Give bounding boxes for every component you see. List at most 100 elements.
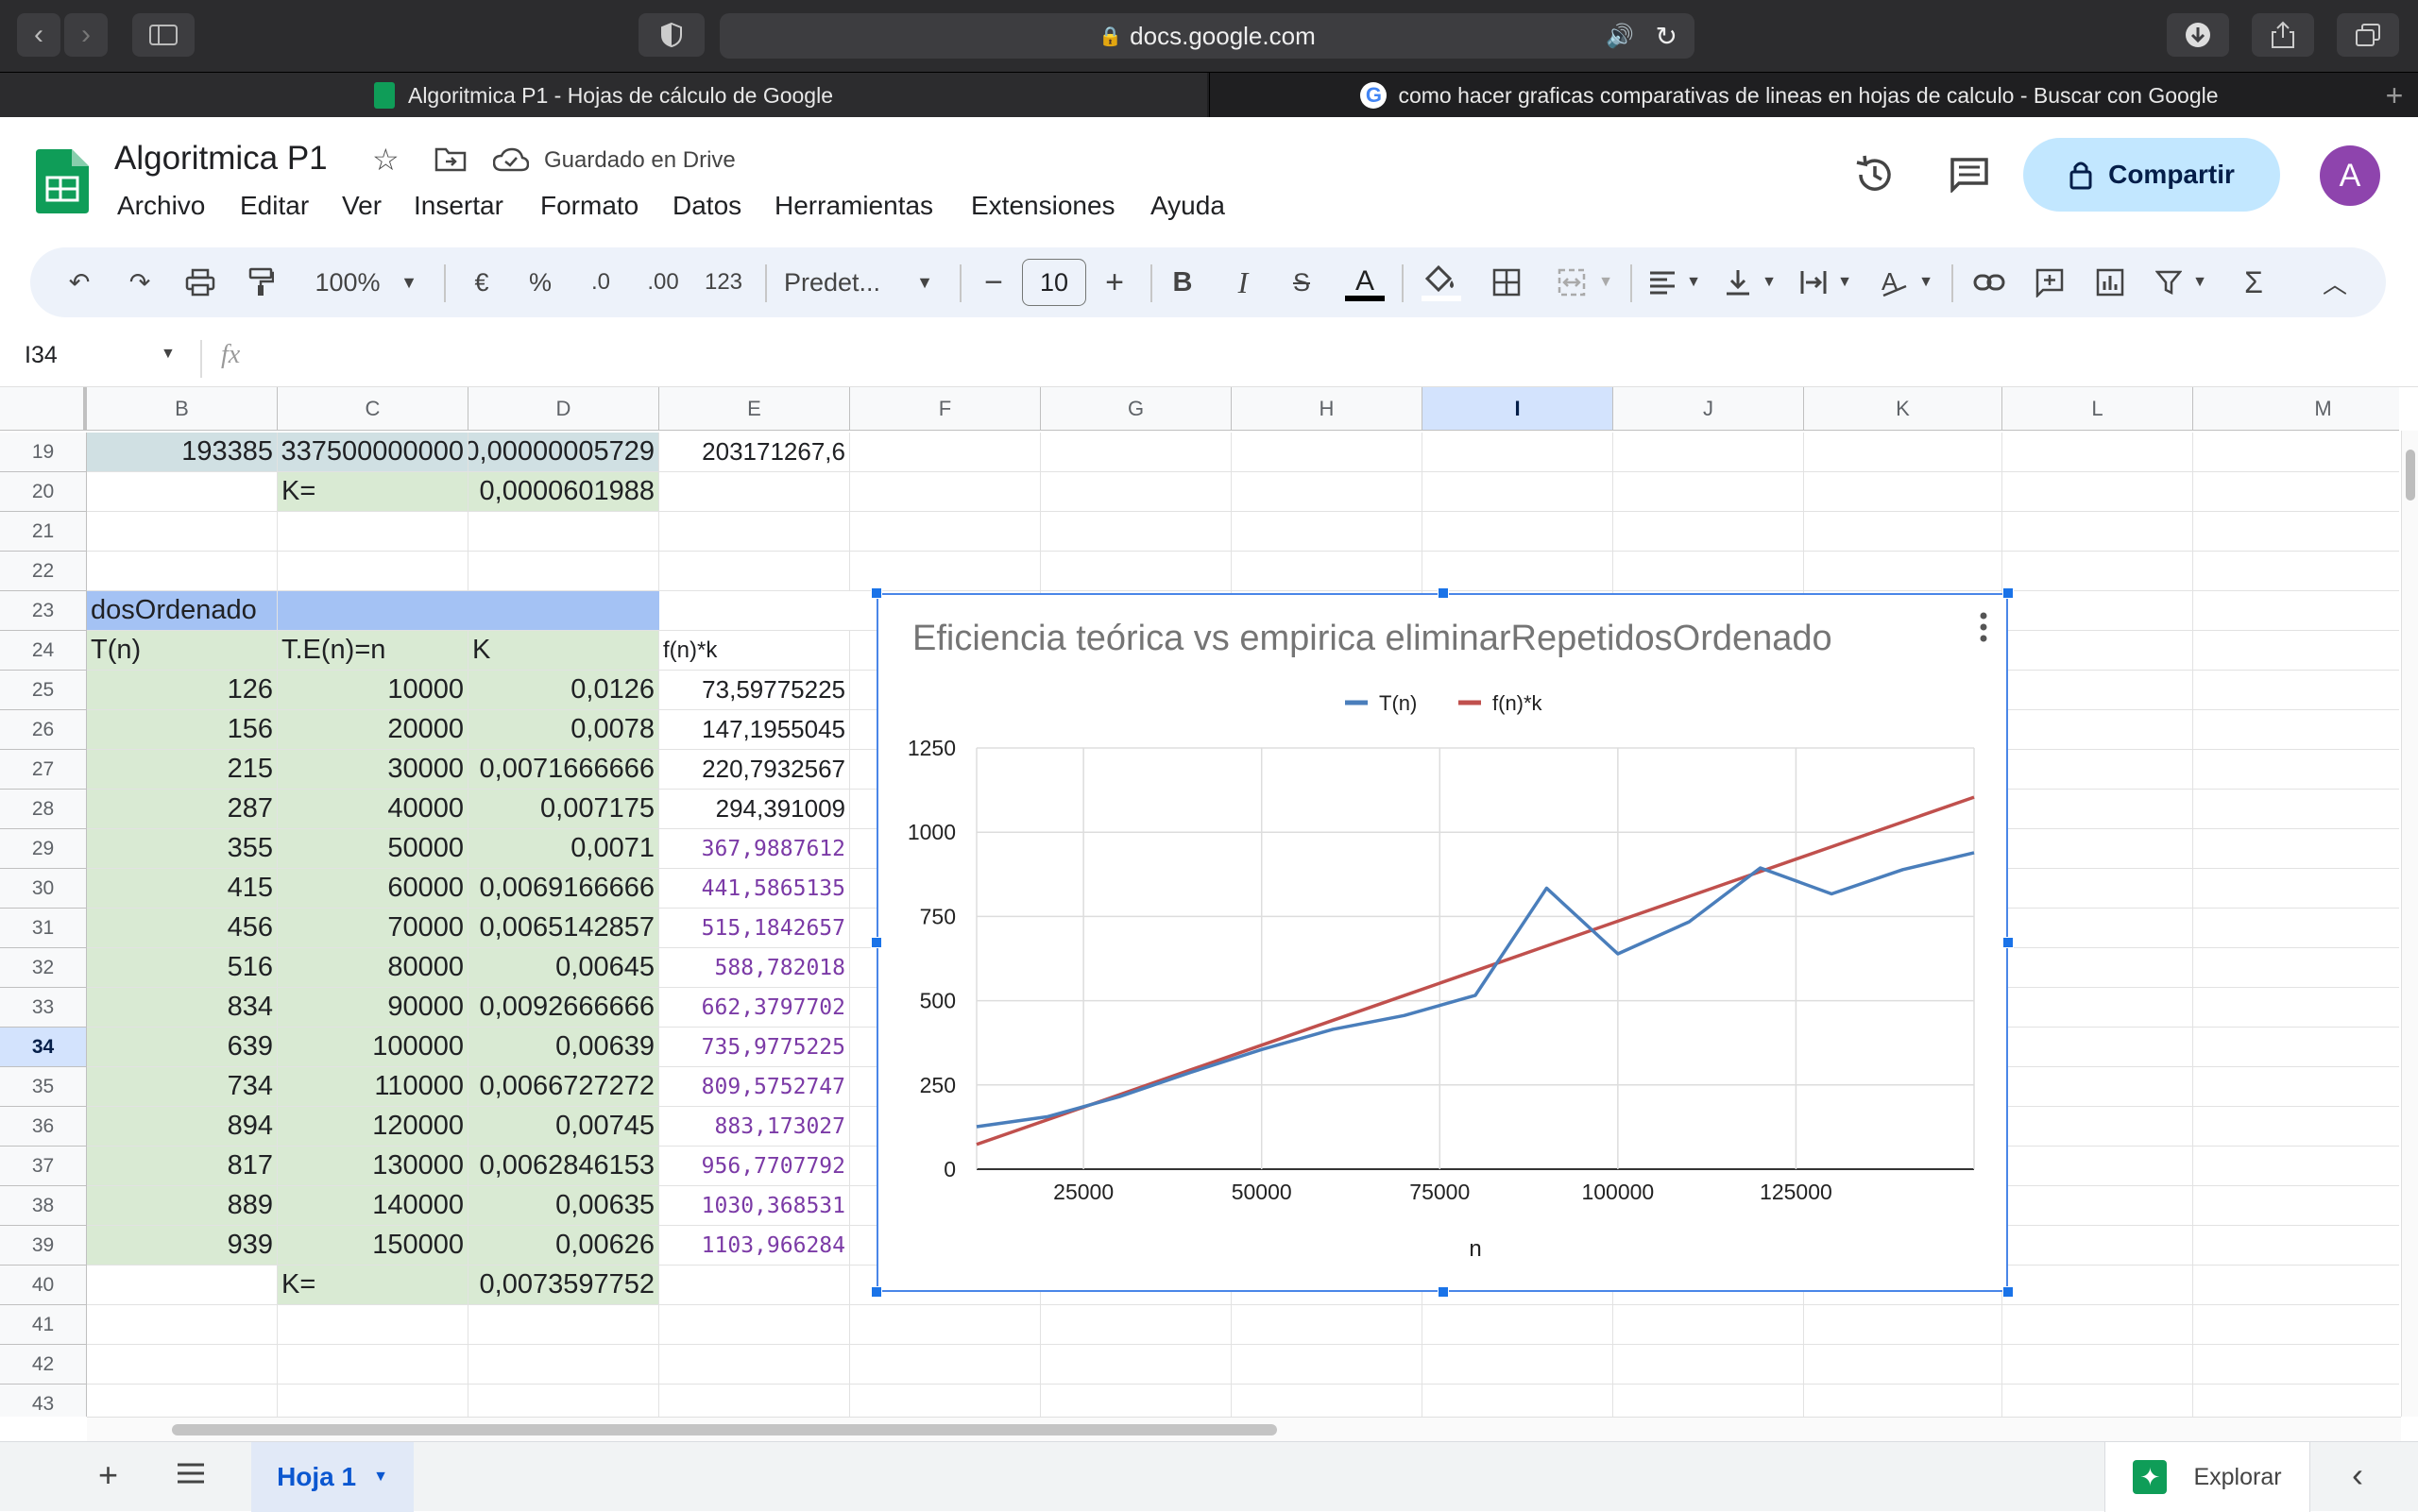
- cell-l34[interactable]: [2002, 1028, 2193, 1067]
- cell-b42[interactable]: [87, 1345, 278, 1385]
- cell-l29[interactable]: [2002, 829, 2193, 869]
- cell-e32[interactable]: 588,782018: [659, 948, 850, 988]
- tabs-overview-icon[interactable]: [2337, 13, 2399, 57]
- reload-icon[interactable]: ↻: [1656, 21, 1677, 52]
- cell-f20[interactable]: [850, 472, 1041, 512]
- text-color-icon[interactable]: A: [1343, 247, 1387, 317]
- cell-l41[interactable]: [2002, 1305, 2193, 1345]
- cell-e37[interactable]: 956,7707792: [659, 1147, 850, 1186]
- cell-c26[interactable]: 20000: [278, 710, 468, 750]
- cell-m32[interactable]: [2193, 948, 2399, 988]
- italic-button[interactable]: I: [1224, 247, 1262, 317]
- cell-c41[interactable]: [278, 1305, 468, 1345]
- column-header-m[interactable]: M: [2193, 387, 2399, 431]
- resize-handle[interactable]: [2002, 937, 2014, 948]
- column-header-h[interactable]: H: [1232, 387, 1422, 431]
- horizontal-scrollbar[interactable]: [87, 1417, 2401, 1441]
- share-icon[interactable]: [2252, 13, 2314, 57]
- select-all-corner[interactable]: [0, 387, 87, 431]
- horizontal-scroll-thumb[interactable]: [172, 1424, 1277, 1436]
- menu-editar[interactable]: Editar: [240, 191, 309, 221]
- row-header[interactable]: 35: [0, 1067, 87, 1107]
- cell-c43[interactable]: [278, 1385, 468, 1417]
- cell-b26[interactable]: 156: [87, 710, 278, 750]
- cell-h21[interactable]: [1232, 512, 1422, 552]
- row-header[interactable]: 40: [0, 1266, 87, 1305]
- cell-e43[interactable]: [659, 1385, 850, 1417]
- merge-dropdown-icon[interactable]: ▼: [1592, 247, 1619, 317]
- avatar[interactable]: A: [2320, 145, 2380, 206]
- cell-b37[interactable]: 817: [87, 1147, 278, 1186]
- row-header[interactable]: 20: [0, 472, 87, 512]
- resize-handle[interactable]: [2002, 587, 2014, 599]
- cell-b20[interactable]: [87, 472, 278, 512]
- row-header[interactable]: 19: [0, 433, 87, 472]
- undo-icon[interactable]: ↶: [60, 247, 98, 317]
- font-size-input[interactable]: 10: [1022, 259, 1086, 306]
- menu-archivo[interactable]: Archivo: [117, 191, 205, 221]
- font-family-select[interactable]: Predet...: [784, 247, 907, 317]
- row-header[interactable]: 43: [0, 1385, 87, 1417]
- menu-ver[interactable]: Ver: [342, 191, 382, 221]
- cell-d38[interactable]: 0,00635: [468, 1186, 659, 1226]
- cell-i41[interactable]: [1422, 1305, 1613, 1345]
- vertical-scrollbar[interactable]: [2401, 431, 2418, 1417]
- strikethrough-button[interactable]: S: [1283, 247, 1320, 317]
- cell-i19[interactable]: [1422, 433, 1613, 472]
- cell-c29[interactable]: 50000: [278, 829, 468, 869]
- cell-h41[interactable]: [1232, 1305, 1422, 1345]
- text-rotation-icon[interactable]: A: [1874, 247, 1912, 317]
- cell-m27[interactable]: [2193, 750, 2399, 790]
- cell-d29[interactable]: 0,0071: [468, 829, 659, 869]
- cell-m24[interactable]: [2193, 631, 2399, 671]
- cell-m36[interactable]: [2193, 1107, 2399, 1147]
- cell-d31[interactable]: 0,0065142857: [468, 909, 659, 948]
- row-header[interactable]: 37: [0, 1147, 87, 1186]
- cell-b39[interactable]: 939: [87, 1226, 278, 1266]
- cell-l27[interactable]: [2002, 750, 2193, 790]
- move-folder-icon[interactable]: [434, 145, 467, 177]
- add-sheet-button[interactable]: +: [98, 1455, 118, 1495]
- cell-g22[interactable]: [1041, 552, 1232, 591]
- filter-dropdown-icon[interactable]: ▼: [2188, 247, 2212, 317]
- cell-b28[interactable]: 287: [87, 790, 278, 829]
- cell-d22[interactable]: [468, 552, 659, 591]
- cell-f41[interactable]: [850, 1305, 1041, 1345]
- cell-m39[interactable]: [2193, 1226, 2399, 1266]
- cell-d42[interactable]: [468, 1345, 659, 1385]
- wrap-dropdown-icon[interactable]: ▼: [1832, 247, 1857, 317]
- cell-b36[interactable]: 894: [87, 1107, 278, 1147]
- cell-h42[interactable]: [1232, 1345, 1422, 1385]
- cell-d28[interactable]: 0,007175: [468, 790, 659, 829]
- new-tab-button[interactable]: +: [2371, 73, 2418, 118]
- cell-j42[interactable]: [1613, 1345, 1804, 1385]
- cell-d21[interactable]: [468, 512, 659, 552]
- cell-g19[interactable]: [1041, 433, 1232, 472]
- resize-handle[interactable]: [871, 1286, 882, 1298]
- cell-e34[interactable]: 735,9775225: [659, 1028, 850, 1067]
- font-size-decrease-button[interactable]: −: [975, 247, 1013, 317]
- font-size-increase-button[interactable]: +: [1096, 247, 1133, 317]
- cell-c20[interactable]: K=: [278, 472, 468, 512]
- cell-d30[interactable]: 0,0069166666: [468, 869, 659, 909]
- cell-e36[interactable]: 883,173027: [659, 1107, 850, 1147]
- cell-d36[interactable]: 0,00745: [468, 1107, 659, 1147]
- cell-c21[interactable]: [278, 512, 468, 552]
- insert-link-icon[interactable]: [1968, 247, 2010, 317]
- cell-e29[interactable]: 367,9887612: [659, 829, 850, 869]
- cell-m26[interactable]: [2193, 710, 2399, 750]
- bold-button[interactable]: B: [1164, 247, 1201, 317]
- cell-e25[interactable]: 73,59775225: [659, 671, 850, 710]
- column-header-j[interactable]: J: [1613, 387, 1804, 431]
- cell-d37[interactable]: 0,0062846153: [468, 1147, 659, 1186]
- cell-d26[interactable]: 0,0078: [468, 710, 659, 750]
- cell-c25[interactable]: 10000: [278, 671, 468, 710]
- resize-handle[interactable]: [871, 937, 882, 948]
- cell-f19[interactable]: [850, 433, 1041, 472]
- cell-b25[interactable]: 126: [87, 671, 278, 710]
- cell-b41[interactable]: [87, 1305, 278, 1345]
- cell-e40[interactable]: [659, 1266, 850, 1305]
- cell-b32[interactable]: 516: [87, 948, 278, 988]
- cell-l36[interactable]: [2002, 1107, 2193, 1147]
- cell-m19[interactable]: [2193, 433, 2399, 472]
